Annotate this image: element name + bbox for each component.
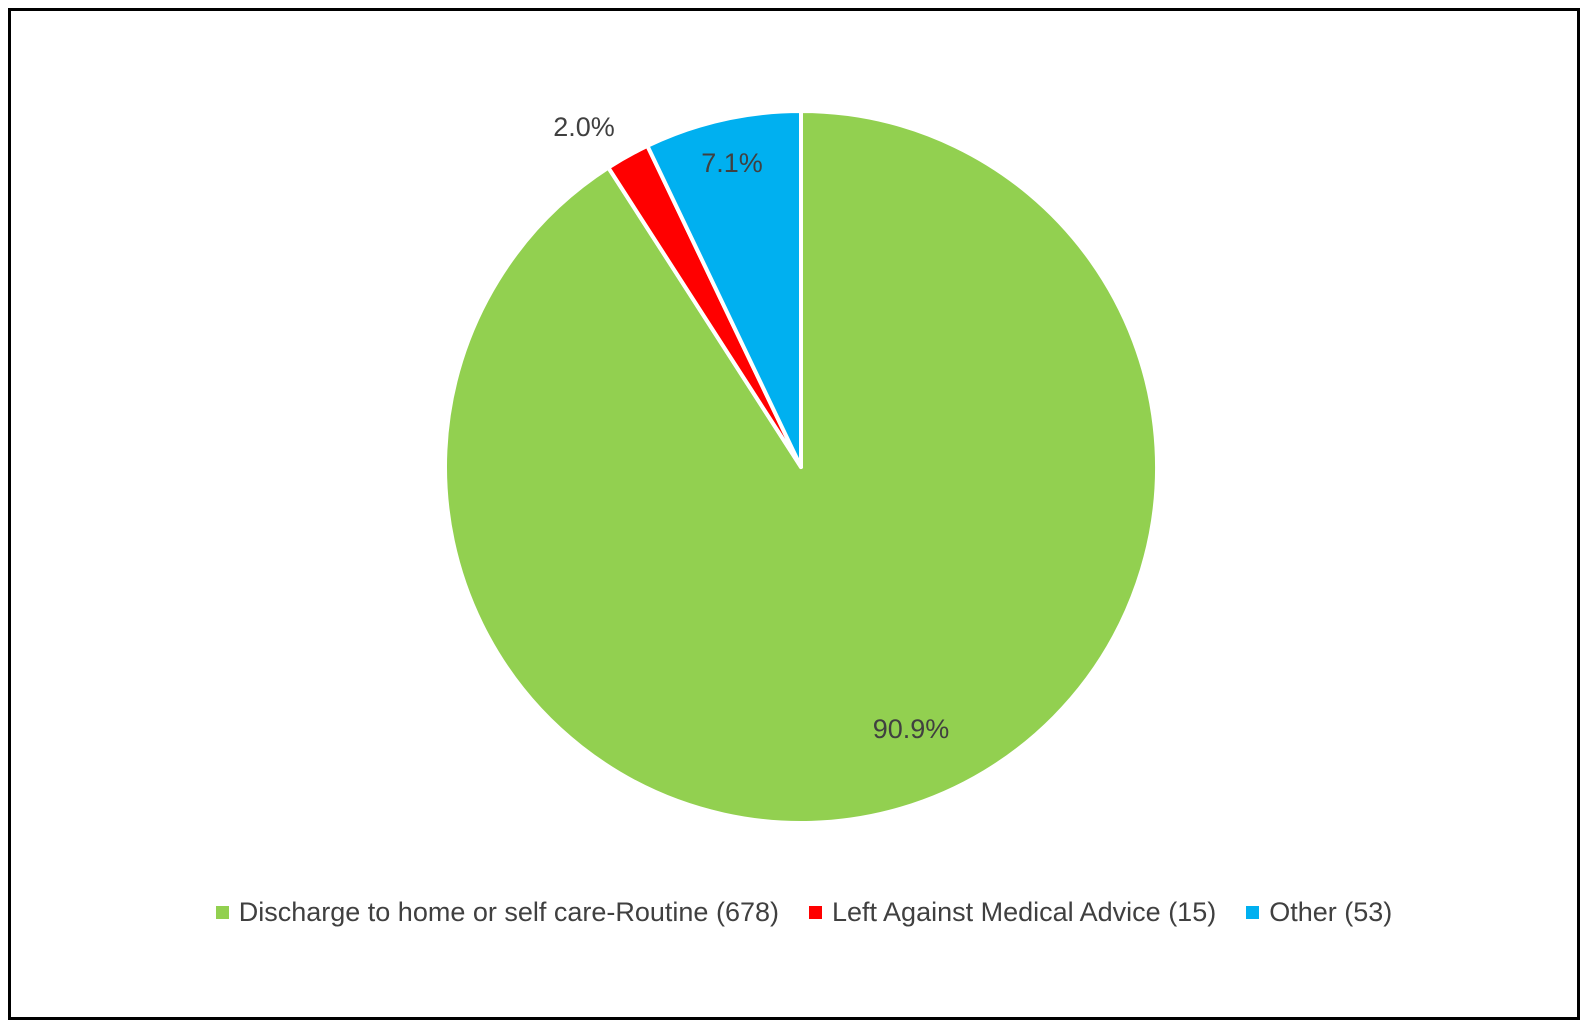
legend-entry: Discharge to home or self care-Routine (… bbox=[215, 896, 779, 928]
pie-slice bbox=[645, 109, 803, 469]
legend-swatch bbox=[1246, 905, 1260, 919]
data-label: 90.9% bbox=[873, 714, 950, 744]
legend-swatch bbox=[215, 905, 229, 919]
legend: Discharge to home or self care-Routine (… bbox=[0, 892, 1588, 932]
legend-entry: Other (53) bbox=[1246, 897, 1392, 928]
legend-label: Left Against Medical Advice (15) bbox=[832, 896, 1217, 927]
legend-label: Other (53) bbox=[1269, 896, 1393, 927]
legend-swatch bbox=[809, 905, 822, 919]
data-label: 2.0% bbox=[553, 112, 615, 142]
data-label: 7.1% bbox=[701, 148, 763, 178]
legend-label: Discharge to home or self care-Routine (… bbox=[238, 896, 779, 927]
legend-entry: Left Against Medical Advice (15) bbox=[809, 897, 1216, 928]
